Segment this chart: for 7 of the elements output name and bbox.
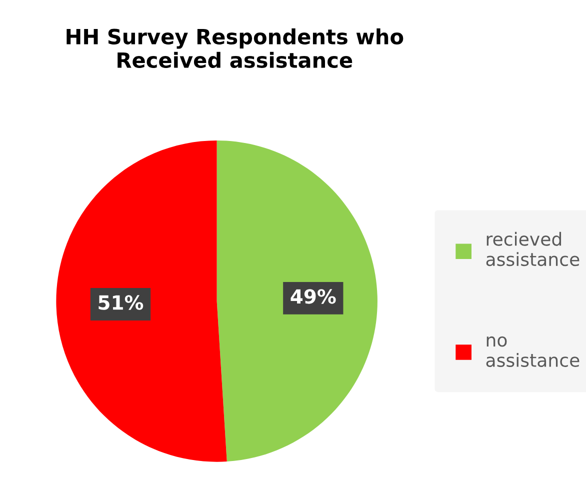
legend-label: no assistance [486,336,580,367]
pie-slice [216,140,378,462]
legend-label: recieved assistance [486,232,580,266]
chart-title: HH Survey Respondents who Received assistance [66,28,404,68]
data-label: 49% [290,289,336,304]
data-label: 51% [98,295,144,310]
pie-slice [56,140,227,462]
